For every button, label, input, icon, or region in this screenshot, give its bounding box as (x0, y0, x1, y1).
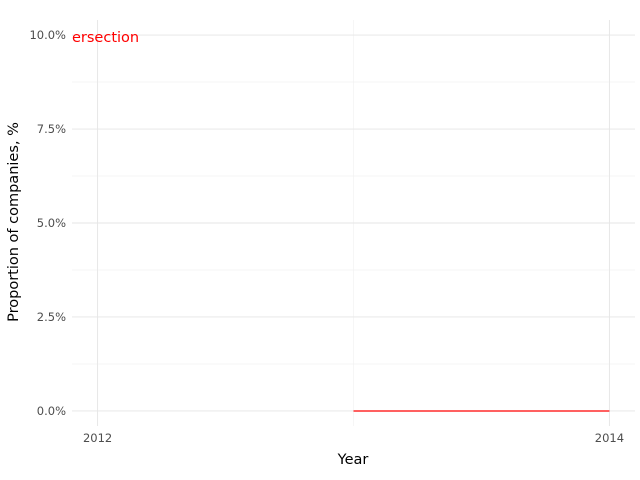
y-tick-label: 5.0% (37, 216, 66, 230)
y-axis-title: Proportion of companies, % (6, 122, 22, 322)
x-tick-label: 2012 (83, 431, 112, 445)
y-tick-label: 2.5% (37, 310, 66, 324)
y-tick-label: 7.5% (37, 122, 66, 136)
y-axis-ticks: 0.0% 2.5% 5.0% 7.5% 10.0% (29, 28, 66, 418)
y-tick-label: 0.0% (37, 404, 66, 418)
x-axis-title: Year (337, 452, 369, 468)
x-tick-label: 2014 (595, 431, 624, 445)
x-axis-ticks: 2012 2014 (83, 431, 624, 445)
chart-annotation: ersection (72, 30, 139, 46)
y-tick-label: 10.0% (29, 28, 66, 42)
